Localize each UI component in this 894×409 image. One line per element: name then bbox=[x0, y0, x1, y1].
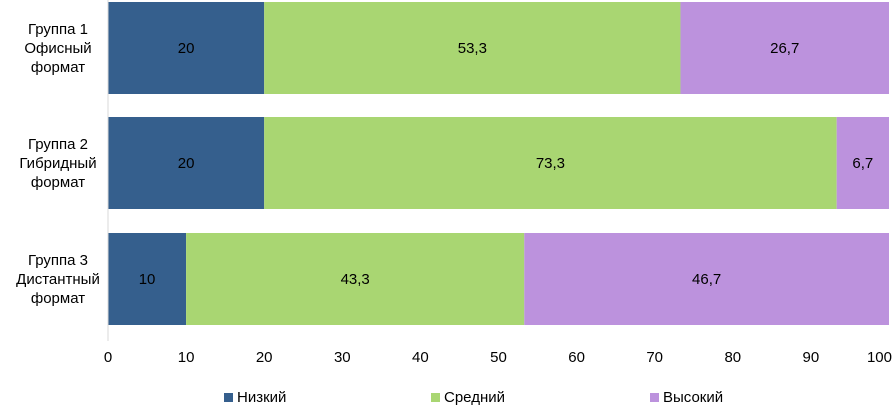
legend: Низкий Средний Высокий bbox=[224, 389, 723, 406]
x-tick-label: 10 bbox=[178, 349, 195, 366]
x-axis-ticks: 0 10 20 30 40 50 60 70 80 90 100 bbox=[104, 349, 892, 366]
legend-swatch bbox=[431, 393, 440, 402]
category-labels: Группа 1 Офисный формат Группа 2 Гибридный фо… bbox=[16, 21, 100, 307]
data-label: 10 bbox=[139, 271, 156, 288]
x-tick-label: 40 bbox=[412, 349, 429, 366]
bar-segment bbox=[186, 233, 525, 325]
data-label: 20 bbox=[178, 40, 195, 57]
data-label: 46,7 bbox=[692, 271, 721, 288]
legend-swatch bbox=[224, 393, 233, 402]
data-label: 43,3 bbox=[341, 271, 370, 288]
category-label: Группа 1 bbox=[28, 21, 88, 38]
category-label: формат bbox=[31, 174, 85, 191]
x-tick-label: 20 bbox=[256, 349, 273, 366]
bar-segment bbox=[264, 2, 681, 94]
legend-label: Низкий bbox=[237, 389, 286, 406]
category-label: формат bbox=[31, 290, 85, 307]
data-label: 53,3 bbox=[458, 40, 487, 57]
x-tick-label: 0 bbox=[104, 349, 112, 366]
category-label: Офисный bbox=[24, 40, 91, 57]
bar-segment bbox=[108, 2, 265, 94]
bar-segment bbox=[108, 233, 187, 325]
data-label: 6,7 bbox=[852, 155, 873, 172]
bar-segment bbox=[108, 117, 265, 209]
x-tick-label: 60 bbox=[568, 349, 585, 366]
data-label: 20 bbox=[178, 155, 195, 172]
data-label: 26,7 bbox=[770, 40, 799, 57]
bar-segment bbox=[524, 233, 889, 325]
x-tick-label: 90 bbox=[803, 349, 820, 366]
x-tick-label: 100 bbox=[867, 349, 892, 366]
category-label: Гибридный bbox=[19, 155, 96, 172]
legend-swatch bbox=[650, 393, 659, 402]
category-label: Дистантный bbox=[16, 271, 100, 288]
legend-label: Высокий bbox=[663, 389, 723, 406]
category-label: формат bbox=[31, 59, 85, 76]
x-tick-label: 30 bbox=[334, 349, 351, 366]
bar-segment bbox=[836, 117, 889, 209]
x-tick-label: 50 bbox=[490, 349, 507, 366]
legend-label: Средний bbox=[444, 389, 505, 406]
category-label: Группа 3 bbox=[28, 252, 88, 269]
bars-group: 20 53,3 26,7 20 73,3 6,7 10 43,3 46,7 bbox=[108, 2, 889, 325]
data-label: 73,3 bbox=[536, 155, 565, 172]
x-tick-label: 80 bbox=[724, 349, 741, 366]
x-tick-label: 70 bbox=[646, 349, 663, 366]
bar-segment bbox=[680, 2, 889, 94]
bar-segment bbox=[264, 117, 837, 209]
category-label: Группа 2 bbox=[28, 136, 88, 153]
